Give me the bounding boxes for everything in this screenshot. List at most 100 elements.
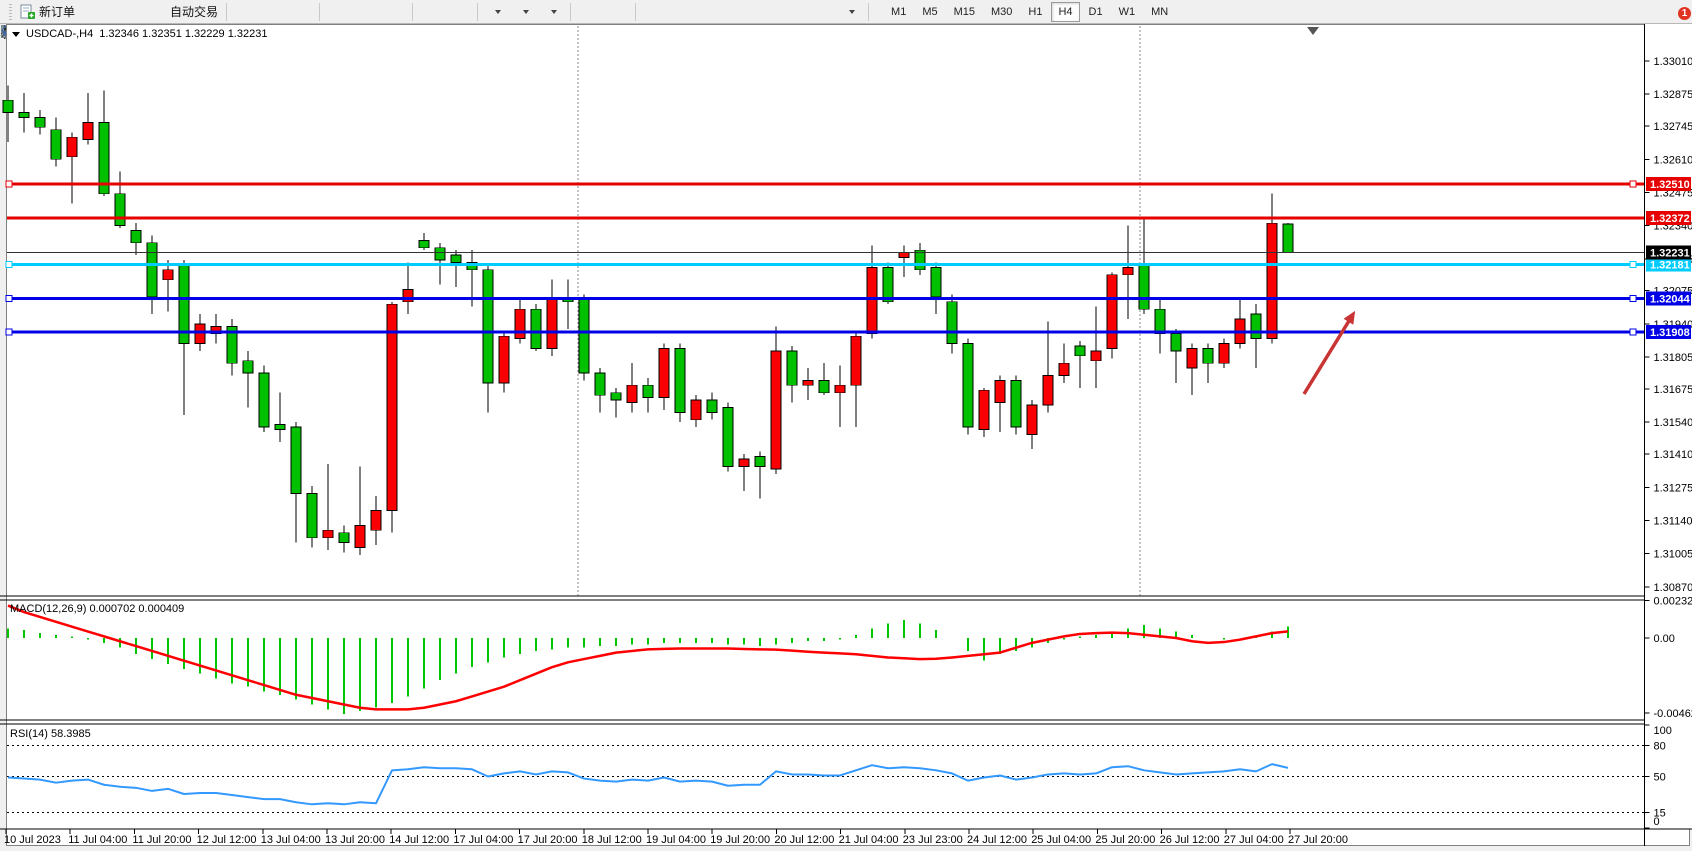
line-anchor-handle[interactable]	[5, 328, 13, 336]
timeframe-m30-button[interactable]: M30	[991, 5, 1013, 18]
templates-dropdown-icon[interactable]	[550, 9, 557, 14]
crosshair-tool-button[interactable]	[1, 1, 630, 39]
indicators-dropdown-icon[interactable]	[494, 9, 501, 14]
candle-body	[338, 532, 350, 543]
candle-body	[1090, 350, 1102, 362]
new-order-button[interactable]: 新订单	[16, 1, 78, 23]
timeframe-mn-button[interactable]: MN	[1151, 5, 1169, 18]
timeframe-d1-button[interactable]: D1	[1088, 5, 1103, 18]
date-label: 11 Jul 04:00	[68, 834, 127, 846]
timeframe-w1-button[interactable]: W1	[1118, 5, 1136, 18]
line-anchor-handle[interactable]	[1629, 294, 1637, 302]
candle-body	[34, 117, 46, 128]
candle-body	[98, 122, 110, 195]
price-line-label-text: 1.31908	[1650, 327, 1690, 339]
line-anchor-handle[interactable]	[5, 261, 13, 269]
text-tool-button[interactable]: A	[3, 1, 807, 39]
line-anchor-handle[interactable]	[1629, 261, 1637, 269]
timeframe-h1-button[interactable]: H1	[1028, 5, 1043, 18]
price-line-label	[1646, 324, 1691, 339]
timeframe-m5-button[interactable]: M5	[922, 5, 938, 18]
periods-dropdown-icon[interactable]	[522, 9, 529, 14]
price-tick-label: 1.31675	[1654, 384, 1692, 396]
toolbar-separator	[412, 2, 414, 21]
cursor-tool-button[interactable]	[4, 1, 602, 39]
chart-menu-icon[interactable]	[12, 31, 20, 37]
fibonacci-tool-button[interactable]: F	[2, 1, 779, 40]
line-anchor-handle[interactable]	[5, 180, 13, 188]
candle-body	[658, 348, 670, 399]
line-anchor-handle[interactable]	[1629, 180, 1637, 188]
candlestick-chart-button[interactable]	[2, 1, 286, 39]
candle-body	[626, 384, 638, 403]
candle-body	[1154, 308, 1166, 335]
arrows-tool-button[interactable]	[4, 1, 863, 36]
chart-shift-marker[interactable]	[1307, 27, 1319, 35]
horizontal-line-tool-button[interactable]	[2, 1, 695, 33]
candle-body	[18, 112, 30, 118]
vertical-line-tool-button[interactable]	[6, 1, 667, 38]
channel-tool-button[interactable]: E	[0, 1, 751, 40]
date-label: 17 Jul 20:00	[518, 834, 578, 846]
package-button[interactable]	[0, 1, 106, 37]
line-anchor-handle[interactable]	[5, 294, 13, 302]
price-axis-panel[interactable]	[1645, 24, 1692, 829]
candle-body	[594, 372, 606, 396]
price-line-label-text: 1.32372	[1650, 213, 1690, 225]
tile-windows-button[interactable]	[2, 1, 407, 38]
price-tick-label: 1.32745	[1654, 121, 1692, 133]
templates-button[interactable]	[1, 1, 565, 38]
new-order-icon	[20, 4, 35, 19]
timeframe-m1-button[interactable]: M1	[891, 5, 907, 18]
candle-body	[850, 335, 862, 386]
candle-body	[770, 350, 782, 470]
price-line-label	[1646, 210, 1691, 225]
signals-button[interactable]	[1, 1, 162, 37]
chart-window[interactable]	[6, 24, 1690, 846]
date-label: 17 Jul 04:00	[453, 834, 513, 846]
toolbar-grip[interactable]	[9, 3, 12, 20]
macd-signal-line	[7, 604, 1289, 711]
candle-body	[50, 129, 62, 160]
periods-button[interactable]	[1, 1, 537, 39]
price-line-label-text: 1.32181	[1650, 260, 1690, 272]
candle-body	[498, 335, 510, 384]
macd-tick-label: -0.004624	[1654, 708, 1692, 720]
candle-body	[146, 242, 158, 298]
zoom-in-button[interactable]	[2, 1, 351, 39]
chart-canvas[interactable]: MACD(12,26,9) 0.000702 0.000409 RSI(14) 5…	[0, 24, 1692, 851]
date-label: 24 Jul 12:00	[967, 834, 1027, 846]
trend-arrow[interactable]	[1302, 315, 1354, 395]
timeframe-group: M1 M5 M15 M30 H1 H4 D1 W1 MN	[883, 1, 1176, 22]
rsi-tick-label: 50	[1654, 772, 1666, 784]
candle-body	[322, 529, 334, 539]
timeframe-m15-button[interactable]: M15	[953, 5, 975, 18]
date-label: 14 Jul 12:00	[389, 834, 449, 846]
macd-tick-label: 0.002325	[1654, 595, 1692, 607]
candle-body	[290, 426, 302, 494]
candle-body	[914, 249, 926, 271]
timeframe-h4-button[interactable]: H4	[1051, 1, 1080, 22]
candle-body	[642, 384, 654, 399]
text-label-tool-button[interactable]: T	[1, 1, 835, 39]
candle-body	[162, 269, 174, 281]
date-label: 23 Jul 23:00	[903, 834, 963, 846]
arrows-dropdown-icon[interactable]	[848, 9, 855, 14]
rsi-tick-label: 100	[1654, 725, 1672, 737]
line-chart-button[interactable]	[0, 1, 314, 37]
auto-scroll-button[interactable]	[1, 1, 444, 38]
autotrade-button[interactable]: 自动交易	[2, 1, 221, 39]
bar-chart-button[interactable]	[1, 1, 258, 37]
date-label: 25 Jul 04:00	[1031, 834, 1091, 846]
market-button[interactable]	[1, 1, 134, 39]
candle-body	[1250, 313, 1262, 340]
trendline-tool-button[interactable]	[1, 1, 723, 38]
indicators-button[interactable]	[1, 1, 509, 39]
autotrade-label: 自动交易	[170, 5, 219, 19]
candle-body	[1202, 348, 1214, 364]
zoom-out-button[interactable]	[2, 1, 379, 39]
chart-shift-button[interactable]	[1, 1, 472, 38]
line-anchor-handle[interactable]	[1629, 328, 1637, 336]
date-label: 26 Jul 12:00	[1160, 834, 1220, 846]
